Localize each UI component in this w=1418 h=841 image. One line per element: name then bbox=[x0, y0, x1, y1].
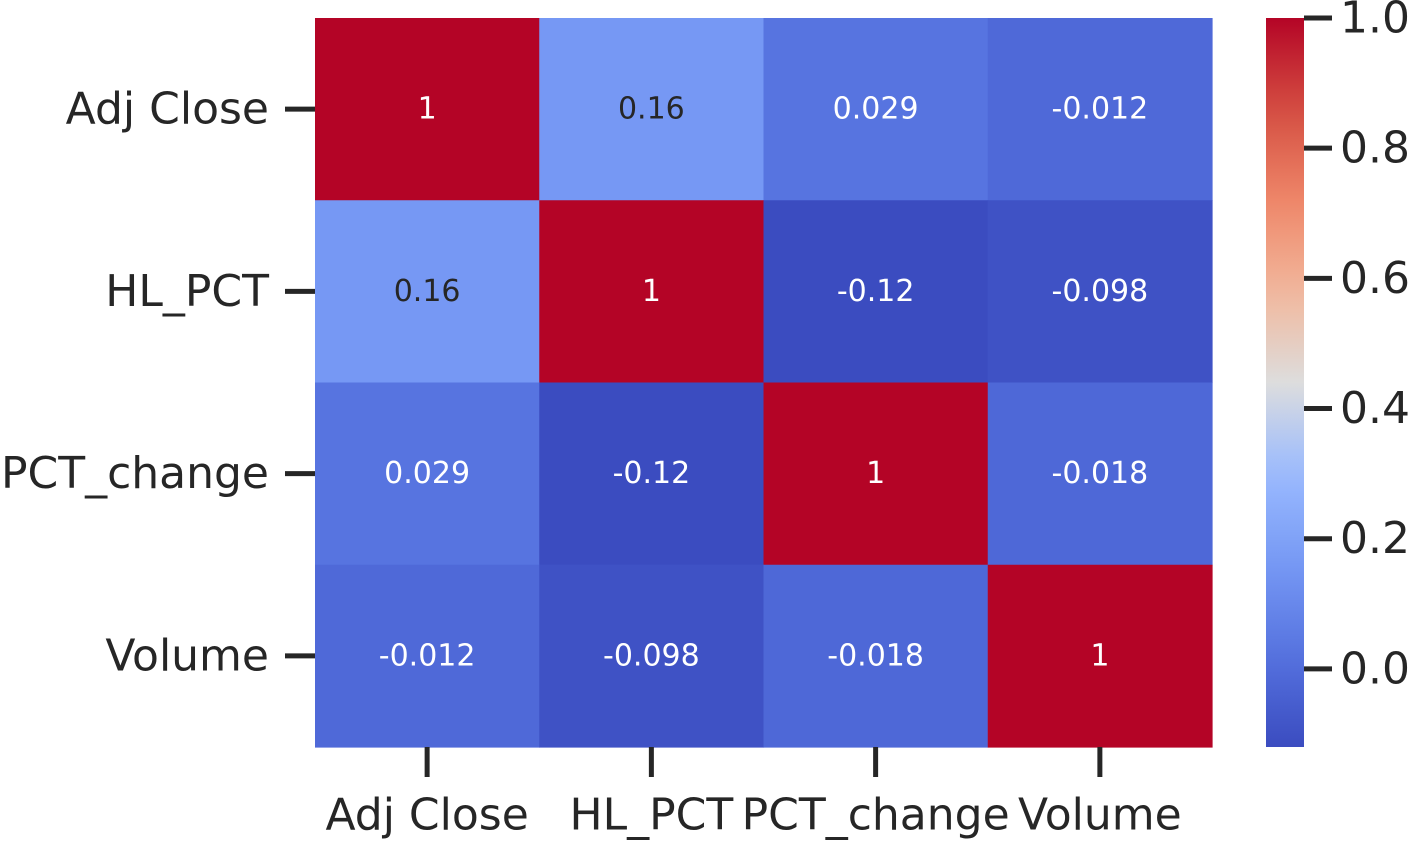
cell-annotation: -0.098 bbox=[603, 638, 700, 673]
heatmap-cell-0-3 bbox=[987, 18, 1213, 201]
column-label: HL_PCT bbox=[570, 790, 734, 841]
row-label: HL_PCT bbox=[105, 266, 269, 317]
cell-annotation: 1 bbox=[866, 456, 885, 491]
colorbar-tick-label: 0.4 bbox=[1340, 383, 1410, 434]
heatmap-cell-1-2 bbox=[763, 200, 989, 384]
cell-annotation: -0.012 bbox=[1052, 92, 1149, 127]
column-label: Adj Close bbox=[325, 790, 528, 841]
heatmap-cell-2-3 bbox=[987, 382, 1213, 566]
colorbar-gradient bbox=[1266, 18, 1304, 747]
colorbar-tick-label: 0.8 bbox=[1340, 123, 1410, 174]
column-tick-labels: Adj Close HL_PCT PCT_change Volume bbox=[325, 747, 1182, 841]
heatmap-cell-0-2 bbox=[763, 18, 989, 201]
row-label: Adj Close bbox=[66, 84, 269, 135]
cell-annotation: 0.029 bbox=[384, 456, 470, 491]
heatmap-cell-2-2 bbox=[763, 382, 989, 566]
cell-annotation: 1 bbox=[418, 92, 437, 127]
row-label: Volume bbox=[105, 630, 269, 681]
heatmap-cell-1-3 bbox=[987, 200, 1213, 384]
heatmap-cell-3-2 bbox=[763, 564, 989, 748]
cell-annotation: -0.018 bbox=[1052, 456, 1149, 491]
cell-annotation: -0.12 bbox=[613, 456, 691, 491]
cell-annotation: 0.029 bbox=[833, 92, 919, 127]
column-label: Volume bbox=[1018, 790, 1182, 841]
heatmap-cell-3-3 bbox=[987, 564, 1213, 748]
heatmap-cell-1-0 bbox=[315, 200, 540, 384]
colorbar: 0.0 0.2 0.4 0.6 0.8 1.0 bbox=[1266, 0, 1410, 747]
cell-annotation: -0.018 bbox=[827, 638, 924, 673]
cell-annotation: -0.098 bbox=[1052, 274, 1149, 309]
cell-annotation: 1 bbox=[1090, 638, 1109, 673]
colorbar-tick-label: 0.0 bbox=[1340, 643, 1410, 694]
column-label: PCT_change bbox=[742, 790, 1010, 841]
heatmap-cell-3-0 bbox=[315, 564, 540, 748]
heatmap-cell-2-1 bbox=[539, 382, 765, 566]
cell-annotation: -0.12 bbox=[837, 274, 915, 309]
heatmap-cells: 1 0.16 0.029 -0.012 0.16 1 -0.12 -0.098 0.029 -0.… bbox=[315, 18, 1213, 748]
heatmap-cell-3-1 bbox=[539, 564, 765, 748]
cell-annotation: 0.16 bbox=[394, 274, 461, 309]
colorbar-tick-label: 0.6 bbox=[1340, 253, 1410, 304]
cell-annotation: 0.16 bbox=[618, 92, 685, 127]
cell-annotation: -0.012 bbox=[379, 638, 476, 673]
heatmap-cell-1-1 bbox=[539, 200, 765, 384]
colorbar-tick-label: 0.2 bbox=[1340, 513, 1410, 564]
row-label: PCT_change bbox=[1, 448, 269, 499]
heatmap-cell-2-0 bbox=[315, 382, 540, 566]
heatmap-cell-0-1 bbox=[539, 18, 765, 201]
row-tick-labels: Adj Close HL_PCT PCT_change Volume bbox=[1, 84, 315, 681]
colorbar-tick-label: 1.0 bbox=[1340, 0, 1410, 44]
heatmap-cell-0-0 bbox=[315, 18, 540, 201]
cell-annotation: 1 bbox=[642, 274, 661, 309]
